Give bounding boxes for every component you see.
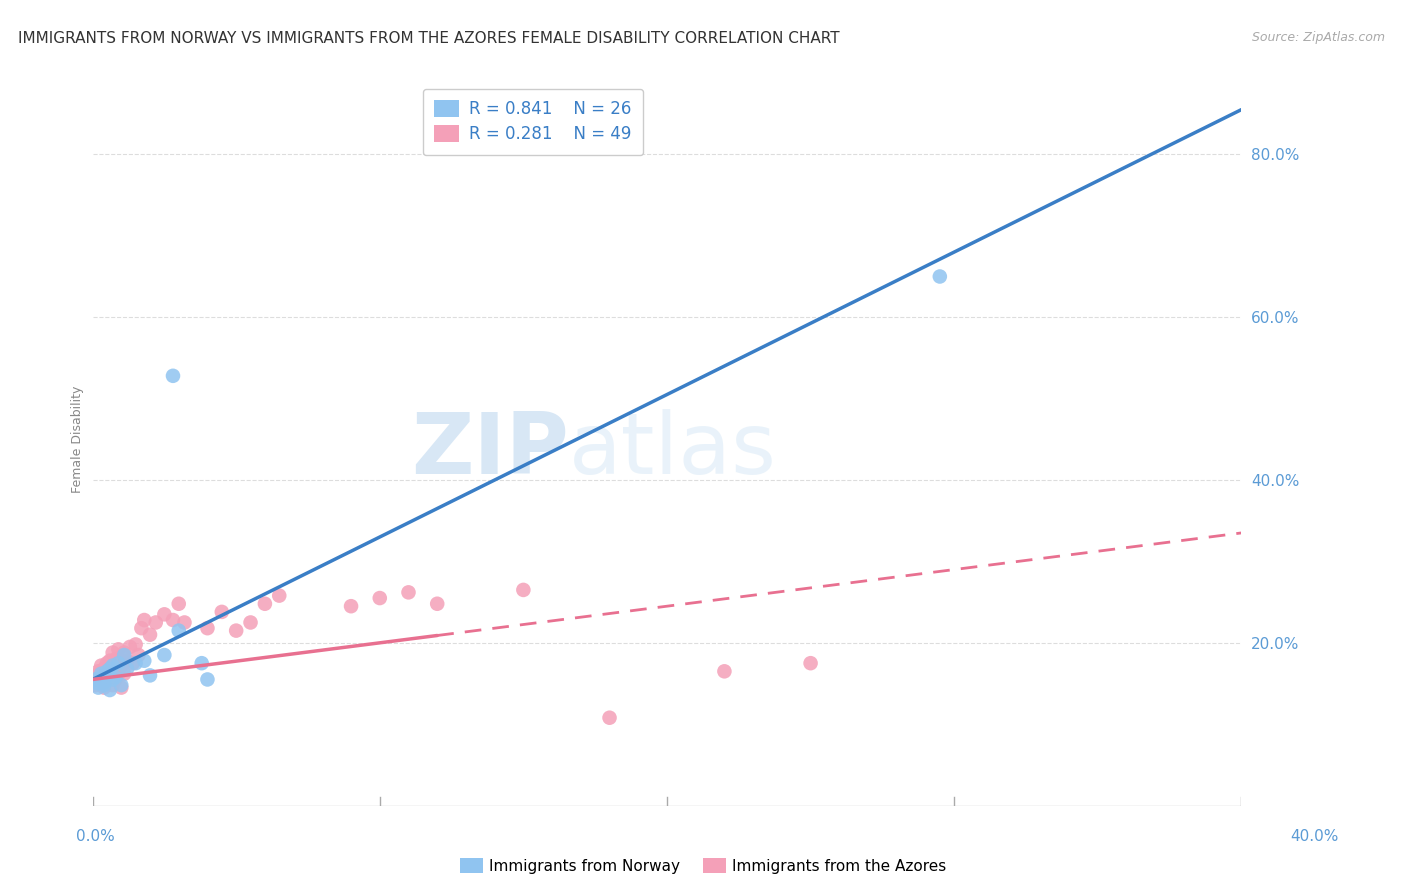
Point: [124, 656, 146, 670]
Point: [190, 656, 212, 670]
Point: [398, 585, 420, 599]
Point: [93, 681, 115, 695]
Point: [225, 624, 247, 638]
Point: [96, 673, 118, 687]
Text: IMMIGRANTS FROM NORWAY VS IMMIGRANTS FROM THE AZORES FEMALE DISABILITY CORRELATI: IMMIGRANTS FROM NORWAY VS IMMIGRANTS FRO…: [18, 31, 839, 46]
Point: [115, 662, 138, 676]
Point: [84, 668, 107, 682]
Point: [162, 613, 184, 627]
Point: [104, 652, 127, 666]
Point: [107, 656, 129, 670]
Point: [101, 646, 124, 660]
Point: [112, 646, 135, 660]
Point: [145, 615, 167, 630]
Point: [101, 673, 124, 687]
Text: 40.0%: 40.0%: [1291, 830, 1339, 844]
Point: [110, 658, 132, 673]
Point: [239, 615, 262, 630]
Point: [98, 662, 121, 676]
Point: [96, 656, 118, 670]
Point: [153, 648, 176, 662]
Point: [269, 589, 291, 603]
Point: [87, 665, 110, 679]
Point: [98, 683, 121, 698]
Point: [84, 678, 107, 692]
Point: [98, 654, 121, 668]
Point: [124, 637, 146, 651]
Point: [110, 678, 132, 692]
Text: Source: ZipAtlas.com: Source: ZipAtlas.com: [1251, 31, 1385, 45]
Point: [139, 668, 162, 682]
Point: [167, 624, 190, 638]
Point: [104, 670, 127, 684]
Text: ZIP: ZIP: [412, 409, 569, 491]
Point: [800, 656, 823, 670]
Point: [713, 665, 735, 679]
Point: [96, 668, 118, 682]
Point: [340, 599, 363, 614]
Point: [98, 666, 121, 681]
Point: [101, 678, 124, 692]
Point: [121, 656, 143, 670]
Point: [134, 613, 156, 627]
Point: [110, 681, 132, 695]
Point: [153, 607, 176, 622]
Legend: Immigrants from Norway, Immigrants from the Azores: Immigrants from Norway, Immigrants from …: [454, 852, 952, 880]
Point: [93, 678, 115, 692]
Point: [253, 597, 276, 611]
Point: [84, 673, 107, 687]
Point: [118, 640, 141, 654]
Point: [90, 670, 112, 684]
Point: [128, 648, 150, 662]
Text: 0.0%: 0.0%: [76, 830, 115, 844]
Point: [112, 666, 135, 681]
Point: [96, 665, 118, 679]
Point: [107, 642, 129, 657]
Text: atlas: atlas: [569, 409, 778, 491]
Point: [512, 582, 534, 597]
Point: [112, 648, 135, 662]
Point: [368, 591, 391, 605]
Point: [115, 654, 138, 668]
Point: [90, 658, 112, 673]
Y-axis label: Female Disability: Female Disability: [72, 385, 84, 493]
Point: [87, 676, 110, 690]
Point: [101, 658, 124, 673]
Point: [162, 368, 184, 383]
Point: [173, 615, 195, 630]
Point: [197, 621, 219, 635]
Point: [426, 597, 449, 611]
Point: [87, 681, 110, 695]
Point: [93, 662, 115, 676]
Legend: R = 0.841    N = 26, R = 0.281    N = 49: R = 0.841 N = 26, R = 0.281 N = 49: [423, 88, 644, 155]
Point: [87, 674, 110, 689]
Point: [599, 711, 621, 725]
Point: [211, 605, 233, 619]
Point: [93, 674, 115, 689]
Point: [134, 654, 156, 668]
Point: [90, 666, 112, 681]
Point: [131, 621, 153, 635]
Point: [928, 269, 950, 284]
Point: [107, 666, 129, 681]
Point: [139, 628, 162, 642]
Point: [90, 670, 112, 684]
Point: [197, 673, 219, 687]
Point: [104, 673, 127, 687]
Point: [167, 597, 190, 611]
